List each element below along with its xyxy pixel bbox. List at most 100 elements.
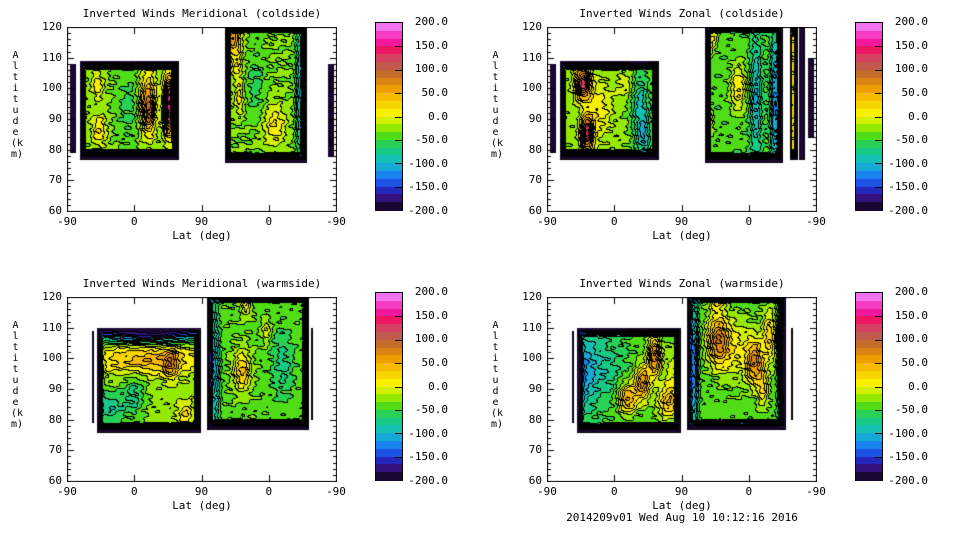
colorbar-tick — [395, 433, 402, 435]
colorbar-band — [376, 363, 402, 372]
y-axis-label: Altitude (km) — [11, 50, 24, 160]
colorbar-tick — [875, 163, 882, 165]
colorbar-band — [376, 54, 402, 63]
colorbar-band — [856, 147, 882, 157]
colorbar-band — [376, 339, 402, 349]
colorbar-band — [856, 433, 882, 442]
panel-zonal-coldside: Inverted Winds Zonal (coldside) Altitude… — [480, 0, 960, 270]
colorbar-band — [376, 293, 402, 302]
colorbar-tick-label: 200.0 — [894, 15, 928, 28]
colorbar-band — [856, 194, 882, 203]
y-tick-label: 70 — [48, 443, 62, 457]
x-tick-label: -90 — [326, 215, 346, 228]
x-axis-label: Lat (deg) — [172, 499, 232, 512]
colorbar-band — [376, 355, 402, 364]
y-tick-label: 70 — [528, 173, 542, 187]
colorbar-tick — [395, 409, 402, 411]
colorbar-band — [856, 448, 882, 458]
colorbar-band — [376, 308, 402, 317]
colorbar-band — [376, 93, 402, 102]
y-tick-label: 120 — [522, 290, 542, 303]
colorbar-tick-label: 150.0 — [894, 38, 928, 52]
y-tick-label: 80 — [528, 142, 542, 156]
colorbar-tick-label: 100.0 — [894, 332, 928, 346]
colorbar-band — [856, 108, 882, 118]
colorbar-band — [856, 300, 882, 310]
colorbar-band — [376, 38, 402, 47]
colorbar-tick-label: -50.0 — [894, 133, 928, 147]
panel-title: Inverted Winds Zonal (coldside) — [579, 7, 785, 20]
colorbar-band — [376, 441, 402, 450]
colorbar-band — [856, 163, 882, 172]
y-tick-label: 110 — [522, 50, 542, 64]
colorbar-tick-label: 0.0 — [428, 109, 448, 123]
colorbar-tick-label: 100.0 — [894, 62, 928, 76]
x-tick-label: 0 — [610, 485, 618, 498]
colorbar-tick-label: 50.0 — [421, 85, 449, 99]
colorbar-band — [376, 202, 402, 211]
y-tick-label: 120 — [42, 20, 62, 33]
x-tick-label: 90 — [674, 485, 689, 498]
colorbar-tick — [395, 186, 402, 188]
colorbar-tick-label: -150.0 — [408, 180, 448, 194]
colorbar-tick-label: -50.0 — [414, 133, 448, 147]
colorbar-band — [856, 23, 882, 32]
colorbar-band — [376, 316, 402, 325]
colorbar-tick — [875, 186, 882, 188]
colorbar-tick-label: -100.0 — [408, 426, 448, 440]
panel-title: Inverted Winds Zonal (warmside) — [579, 277, 785, 290]
colorbar-tick — [395, 316, 402, 318]
colorbar-tick — [875, 456, 882, 458]
colorbar-tick-label: -50.0 — [414, 403, 448, 417]
colorbar-tick-label: -150.0 — [888, 450, 928, 464]
colorbar-tick — [395, 363, 402, 365]
colorbar-band — [856, 417, 882, 427]
colorbar — [375, 22, 403, 211]
colorbar-tick-label: 200.0 — [414, 15, 448, 28]
colorbar-band — [856, 155, 882, 164]
colorbar-band — [856, 202, 882, 211]
y-tick-label: 80 — [48, 412, 62, 426]
colorbar-band — [856, 378, 882, 388]
colorbar-band — [376, 386, 402, 395]
colorbar-band — [856, 100, 882, 110]
x-axis-label: Lat (deg) — [172, 229, 232, 242]
colorbar-band — [376, 100, 402, 110]
colorbar-band — [376, 124, 402, 133]
contour-plot-canvas — [67, 297, 337, 482]
colorbar-tick-label: 50.0 — [901, 85, 929, 99]
panel-meridional-coldside: Inverted Winds Meridional (coldside) Alt… — [0, 0, 480, 270]
colorbar-tick — [395, 163, 402, 165]
colorbar-band — [856, 46, 882, 55]
y-tick-label: 70 — [48, 173, 62, 187]
y-tick-label: 60 — [48, 474, 62, 487]
x-tick-label: 90 — [674, 215, 689, 228]
contour-plot-canvas — [67, 27, 337, 212]
y-tick-label: 80 — [48, 142, 62, 156]
colorbar-tick-label: 50.0 — [421, 355, 449, 369]
colorbar-band — [856, 394, 882, 403]
x-tick-label: -90 — [57, 485, 77, 498]
colorbar-tick — [875, 386, 882, 388]
y-tick-label: 110 — [42, 320, 62, 334]
colorbar-band — [856, 331, 882, 341]
x-tick-label: 0 — [610, 215, 618, 228]
colorbar-tick — [395, 456, 402, 458]
colorbar-band — [856, 54, 882, 63]
panel-meridional-warmside: Inverted Winds Meridional (warmside) Alt… — [0, 270, 480, 540]
x-tick-label: -90 — [57, 215, 77, 228]
colorbar-band — [376, 425, 402, 434]
colorbar-tick-label: 150.0 — [414, 308, 448, 322]
colorbar-band — [856, 124, 882, 133]
colorbar-band — [856, 472, 882, 481]
y-tick-label: 100 — [522, 81, 542, 95]
colorbar-band — [376, 46, 402, 55]
colorbar-band — [856, 116, 882, 125]
colorbar-tick-label: -100.0 — [408, 156, 448, 170]
colorbar-band — [856, 402, 882, 411]
colorbar-band — [376, 155, 402, 164]
colorbar-tick — [875, 69, 882, 71]
colorbar-tick — [875, 433, 882, 435]
colorbar-band — [376, 456, 402, 466]
